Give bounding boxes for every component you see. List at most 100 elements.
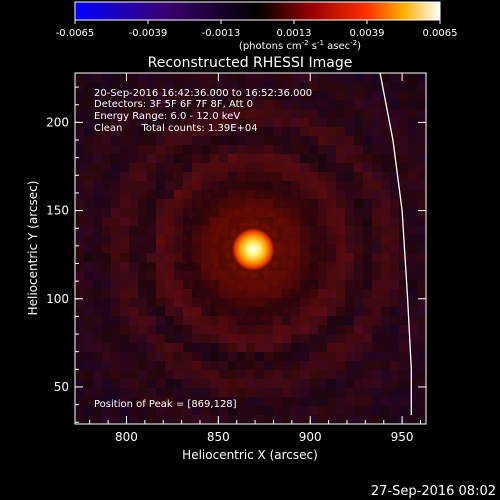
heatmap-cell [84,271,93,280]
heatmap-cell [165,82,174,91]
heatmap-cell [219,136,228,145]
heatmap-cell [273,145,282,154]
heatmap-cell [93,181,102,190]
heatmap-cell [282,397,291,406]
heatmap-cell [417,181,426,190]
heatmap-cell [228,397,237,406]
heatmap-cell [102,82,111,91]
heatmap-cell [408,82,417,91]
heatmap-cell [417,190,426,199]
heatmap-cell [345,127,354,136]
heatmap-cell [156,73,165,82]
heatmap-cell [192,118,201,127]
heatmap-cell [75,100,84,109]
heatmap-cell [102,316,111,325]
heatmap-cell [354,127,363,136]
heatmap-cell [408,73,417,82]
heatmap-cell [354,91,363,100]
heatmap-cell [345,163,354,172]
heatmap-cell [390,109,399,118]
heatmap-cell [84,415,93,424]
heatmap-cell [354,145,363,154]
heatmap-cell [318,100,327,109]
heatmap-cell [345,244,354,253]
heatmap-cell [129,316,138,325]
heatmap-cell [399,208,408,217]
heatmap-cell [309,154,318,163]
heatmap-cell [363,325,372,334]
heatmap-cell [327,118,336,127]
heatmap-cell [93,100,102,109]
heatmap-cell [138,181,147,190]
heatmap-cell [147,361,156,370]
heatmap-cell [237,415,246,424]
heatmap-cell [408,172,417,181]
heatmap-cell [390,235,399,244]
heatmap-cell [183,172,192,181]
heatmap-cell [156,379,165,388]
heatmap-cell [354,163,363,172]
heatmap-cell [102,118,111,127]
heatmap-cell [201,379,210,388]
heatmap-cell [219,379,228,388]
heatmap-cell [75,163,84,172]
heatmap-cell [246,352,255,361]
heatmap-cell [84,109,93,118]
heatmap-cell [165,379,174,388]
heatmap-cell [147,388,156,397]
heatmap-cell [336,298,345,307]
heatmap-cell [75,406,84,415]
heatmap-cell [318,334,327,343]
heatmap-cell [318,82,327,91]
heatmap-cell [354,244,363,253]
heatmap-cell [345,82,354,91]
heatmap-cell [390,217,399,226]
heatmap-cell [417,406,426,415]
heatmap-cell [201,406,210,415]
heatmap-cell [345,289,354,298]
heatmap-cell [219,361,228,370]
heatmap-cell [354,100,363,109]
heatmap-cell [273,415,282,424]
heatmap-cell [84,208,93,217]
heatmap-cell [255,127,264,136]
heatmap-cell [336,118,345,127]
heatmap-cell [84,370,93,379]
heatmap-cell [174,172,183,181]
heatmap-cell [120,208,129,217]
heatmap-cell [102,379,111,388]
heatmap-cell [264,379,273,388]
heatmap-cell [255,370,264,379]
heatmap-cell [408,379,417,388]
heatmap-cell [138,118,147,127]
heatmap-cell [219,406,228,415]
heatmap-cell [75,307,84,316]
heatmap-cell [354,298,363,307]
heatmap-cell [363,271,372,280]
heatmap-cell [255,352,264,361]
heatmap-cell [75,235,84,244]
heatmap-cell [327,181,336,190]
heatmap-cell [147,325,156,334]
heatmap-cell [318,73,327,82]
heatmap-cell [102,235,111,244]
heatmap-cell [192,136,201,145]
heatmap-cell [282,370,291,379]
heatmap-cell [309,127,318,136]
heatmap-cell [192,127,201,136]
heatmap-cell [417,109,426,118]
heatmap-cell [363,154,372,163]
heatmap-cell [417,397,426,406]
heatmap-cell [291,352,300,361]
heatmap-cell [417,352,426,361]
heatmap-cell [84,406,93,415]
heatmap-cell [300,397,309,406]
heatmap-cell [210,415,219,424]
heatmap-cell [345,199,354,208]
heatmap-cell [165,343,174,352]
heatmap-cell [282,406,291,415]
heatmap-cell [192,370,201,379]
heatmap-cell [408,370,417,379]
heatmap-cell [246,91,255,100]
heatmap-cell [291,379,300,388]
